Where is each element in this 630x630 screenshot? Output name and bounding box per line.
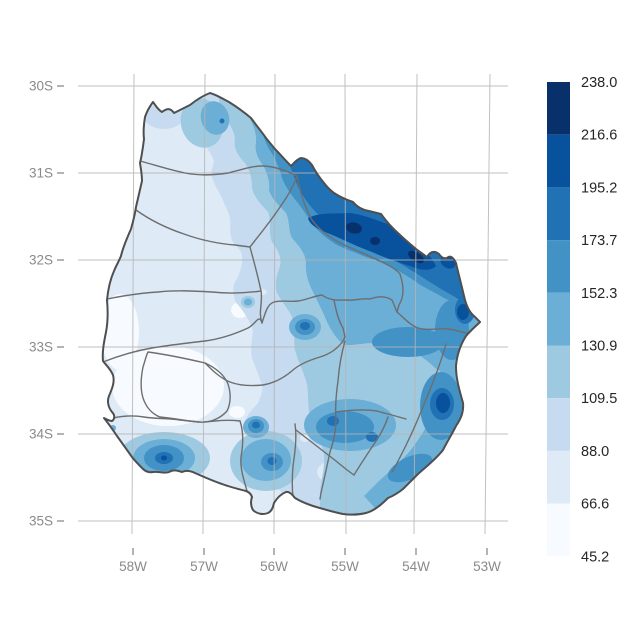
- legend-swatch-6: [547, 398, 570, 451]
- latitude-axis: 30S 31S 32S 33S 34S 35S: [29, 79, 53, 529]
- legend-swatch-2: [547, 187, 570, 241]
- lon-label-54w: 54W: [402, 559, 430, 574]
- lat-label-34s: 34S: [29, 427, 53, 442]
- legend-swatch-7: [547, 450, 570, 504]
- lat-label-30s: 30S: [29, 79, 53, 94]
- legend-swatch-8: [547, 503, 570, 557]
- gridline-53w: [484, 73, 491, 535]
- graticule: [78, 73, 508, 535]
- lat-label-33s: 33S: [29, 340, 53, 355]
- longitude-axis: 58W 57W 56W 55W 54W 53W: [119, 559, 501, 574]
- lon-label-57w: 57W: [190, 559, 218, 574]
- legend-label-5: 130.9: [581, 339, 617, 355]
- legend-label-0: 238.0: [581, 75, 617, 91]
- lat-label-32s: 32S: [29, 253, 53, 268]
- lon-label-58w: 58W: [119, 559, 147, 574]
- legend-label-8: 66.6: [581, 497, 609, 513]
- legend-colorbar: 238.0 216.6 195.2 173.7 152.3 130.9 109.…: [547, 75, 617, 565]
- gridline-56w: [273, 73, 276, 535]
- legend-swatch-4: [547, 292, 570, 346]
- lon-label-56w: 56W: [260, 559, 288, 574]
- country-outline: [101, 92, 481, 516]
- legend-swatch-3: [547, 240, 570, 293]
- gridline-55w: [344, 73, 347, 535]
- lon-label-53w: 53W: [473, 559, 501, 574]
- lat-label-31s: 31S: [29, 166, 53, 181]
- gridline-54w: [413, 73, 418, 535]
- legend-label-7: 88.0: [581, 444, 609, 460]
- legend-label-1: 216.6: [581, 128, 617, 144]
- lat-label-35s: 35S: [29, 514, 53, 529]
- legend-swatch-5: [547, 345, 570, 399]
- gridline-57w: [202, 73, 206, 535]
- legend-label-3: 173.7: [581, 233, 617, 249]
- legend-label-2: 195.2: [581, 180, 617, 196]
- axis-ticks: [57, 85, 488, 555]
- legend-swatch-0: [547, 82, 570, 135]
- lon-label-55w: 55W: [331, 559, 359, 574]
- department-boundaries: [102, 160, 480, 500]
- legend-label-9: 45.2: [581, 549, 609, 565]
- legend-swatch-1: [547, 134, 570, 188]
- legend-label-4: 152.3: [581, 286, 617, 302]
- legend-label-6: 109.5: [581, 391, 617, 407]
